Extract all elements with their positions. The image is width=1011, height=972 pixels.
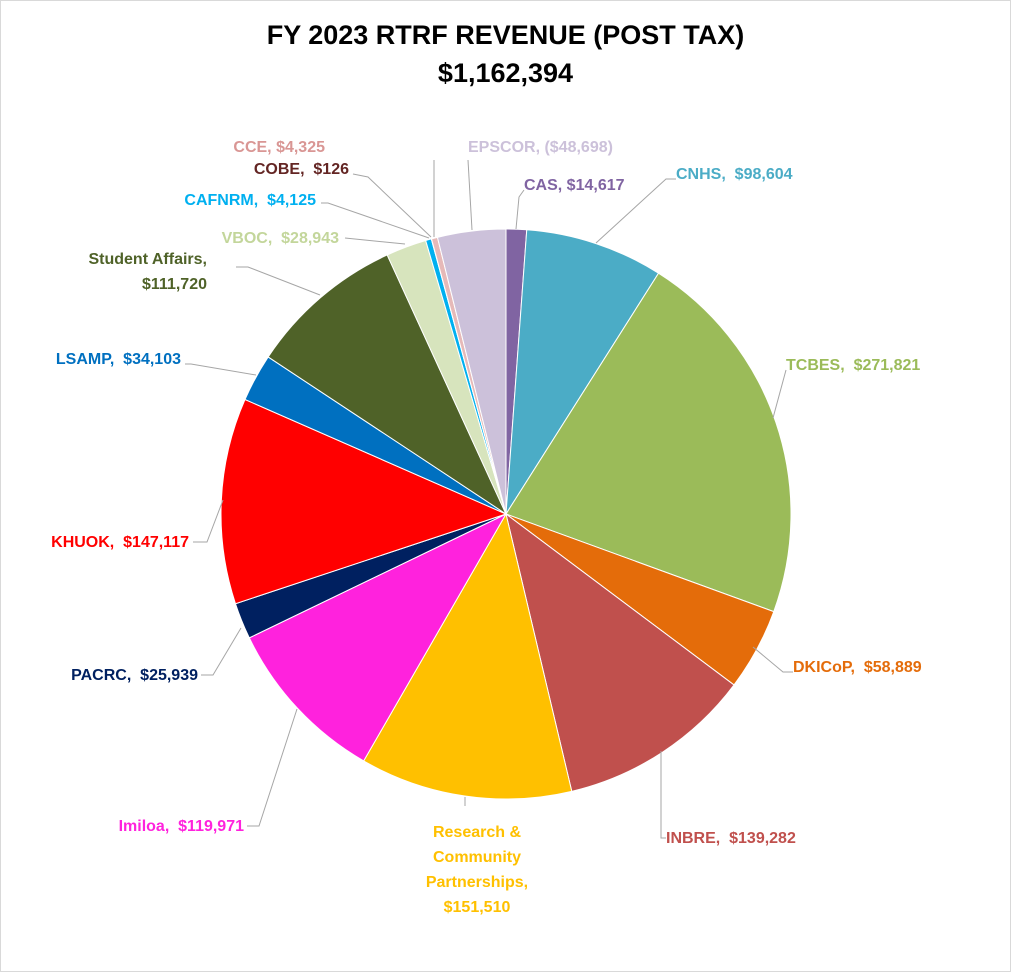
pie-slice-imiloa [248, 512, 508, 762]
leader-line [752, 646, 793, 673]
data-label: VBOC, $28,943 [222, 230, 340, 247]
leader-line [321, 202, 430, 239]
data-label-line: CNHS, $98,604 [676, 166, 793, 183]
leader-line [595, 178, 676, 244]
leader-line [344, 237, 406, 245]
pie-slices [220, 228, 792, 800]
data-label: TCBES, $271,821 [786, 357, 920, 374]
data-label-line: CAS, $14,617 [524, 177, 625, 194]
leader-line [193, 499, 224, 543]
leader-line [467, 159, 473, 231]
leader-line [352, 173, 432, 238]
data-label-line: COBE, $126 [254, 161, 349, 178]
data-label: Student Affairs, $111,720 [88, 251, 207, 293]
data-label: EPSCOR, ($48,698) [468, 139, 613, 156]
data-label: Imiloa, $119,971 [119, 818, 245, 835]
data-label-line: Student Affairs, [88, 251, 207, 268]
leader-line [201, 627, 242, 676]
data-label-line: TCBES, $271,821 [786, 357, 920, 374]
data-label: COBE, $126 [254, 161, 349, 178]
data-label: Research & Community Partnerships, $151,510 [426, 824, 528, 916]
pie-slice-epscor [436, 228, 507, 515]
data-label-line: CCE, $4,325 [233, 139, 325, 156]
leader-line [247, 708, 298, 827]
data-label-line: PACRC, $25,939 [71, 667, 198, 684]
data-label-line: Imiloa, $119,971 [119, 818, 245, 835]
chart-title: FY 2023 RTRF REVENUE (POST TAX) [266, 20, 745, 50]
pie-slice-khuok [220, 398, 508, 605]
data-label-line: KHUOK, $147,117 [51, 534, 189, 551]
data-label: INBRE, $139,282 [666, 830, 796, 847]
data-label-line: LSAMP, $34,103 [56, 351, 181, 368]
data-label: PACRC, $25,939 [71, 667, 198, 684]
data-label: CNHS, $98,604 [676, 166, 793, 183]
data-label-line: CAFNRM, $4,125 [184, 192, 316, 209]
leader-line [660, 751, 666, 839]
data-label-line: $151,510 [444, 899, 511, 916]
data-label: KHUOK, $147,117 [51, 534, 189, 551]
data-label: DKICoP, $58,889 [793, 659, 922, 676]
data-label: CAS, $14,617 [524, 177, 625, 194]
data-label: CAFNRM, $4,125 [184, 192, 316, 209]
pie-slice-research-community-partnerships [363, 512, 573, 800]
leader-line [515, 189, 525, 230]
leader-line [236, 266, 321, 296]
data-label-line: EPSCOR, ($48,698) [468, 139, 613, 156]
leader-line [772, 369, 787, 419]
chart-subtitle: $1,162,394 [437, 58, 574, 88]
data-label-line: Research & [433, 824, 521, 841]
pie-slice-tcbes [505, 272, 792, 613]
data-label: CCE, $4,325 [233, 139, 325, 156]
data-label: LSAMP, $34,103 [56, 351, 181, 368]
leader-line [185, 363, 257, 376]
data-label-line: DKICoP, $58,889 [793, 659, 922, 676]
data-label-line: Community [433, 849, 521, 866]
leader-lines [185, 159, 793, 839]
data-label-line: INBRE, $139,282 [666, 830, 796, 847]
data-label-line: VBOC, $28,943 [222, 230, 340, 247]
data-label-line: Partnerships, [426, 874, 528, 891]
data-labels: CAS, $14,617 CNHS, $98,604 TCBES, $271,821… [51, 139, 922, 916]
pie-slice-student-affairs [267, 254, 508, 516]
data-label-line: $111,720 [142, 276, 207, 293]
pie-slice-cnhs [505, 229, 660, 515]
pie-slice-inbre [505, 512, 735, 792]
